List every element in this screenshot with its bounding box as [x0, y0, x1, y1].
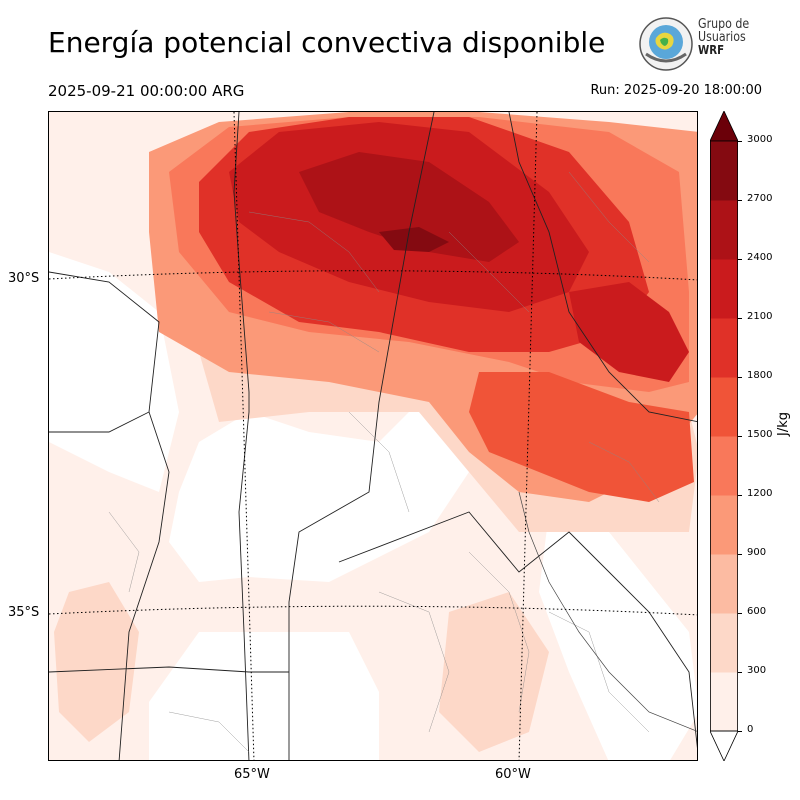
colorbar-tick-mark [738, 200, 742, 201]
colorbar-tick-mark [738, 259, 742, 260]
logo-line-2: Usuarios [698, 30, 746, 45]
colorbar-swatch [710, 436, 738, 496]
colorbar-swatch [710, 672, 738, 732]
colorbar-frame [710, 140, 739, 732]
colorbar-tick-mark [738, 436, 742, 437]
map-title: Energía potencial convectiva disponible [48, 26, 606, 59]
river-parana [518, 491, 697, 732]
colorbar-tick-label: 1200 [747, 488, 773, 499]
cape-low-area-south-center [439, 592, 549, 752]
colorbar-extend-max [709, 110, 739, 142]
department-boundaries [108, 171, 660, 753]
valid-time: 2025-09-21 00:00:00 ARG [48, 82, 245, 100]
colorbar-tick-mark [738, 495, 742, 496]
colorbar-tick-mark [738, 613, 742, 614]
colorbar-swatch [710, 200, 738, 260]
province-boundaries [49, 112, 697, 760]
colorbar [709, 110, 739, 762]
cape-zero-area-south [149, 632, 379, 760]
colorbar-tick-label: 2400 [747, 252, 773, 263]
cape-zero-area-central [169, 402, 469, 582]
cape-max-area [299, 152, 519, 262]
lat-label-30s: 30°S [8, 271, 40, 286]
lat-label-35s: 35°S [8, 605, 40, 620]
colorbar-tick-label: 900 [747, 547, 767, 558]
wrf-logo: Grupo de Usuarios WRF [638, 16, 763, 74]
cape-zero-area-southeast [539, 512, 697, 760]
colorbar-swatch [710, 259, 738, 319]
colorbar-swatch [710, 141, 738, 201]
colorbar-tick-label: 600 [747, 606, 767, 617]
colorbar-swatch [710, 613, 738, 673]
colorbar-swatches [709, 110, 739, 762]
colorbar-tick-mark [738, 731, 742, 732]
colorbar-swatch [710, 554, 738, 614]
colorbar-tick-mark [738, 672, 742, 673]
colorbar-tick-label: 0 [747, 724, 754, 735]
map-canvas [49, 112, 697, 760]
colorbar-tick-mark [738, 554, 742, 555]
colorbar-swatch [710, 318, 738, 378]
colorbar-tick-label: 2100 [747, 311, 773, 322]
colorbar-tick-label: 1800 [747, 370, 773, 381]
colorbar-tick-label: 2700 [747, 193, 773, 204]
cape-high-area-se [469, 372, 694, 502]
run-time: Run: 2025-09-20 18:00:00 [590, 83, 762, 98]
lon-label-65w: 65°W [234, 767, 270, 782]
colorbar-tick-label: 1500 [747, 429, 773, 440]
logo-line-1: Grupo de [698, 17, 750, 32]
graticule [49, 112, 697, 760]
logo-line-3: WRF [698, 43, 725, 57]
colorbar-unit-label: J/kg [776, 412, 791, 436]
cape-low-area-southwest [54, 582, 139, 742]
lon-label-60w: 60°W [495, 767, 531, 782]
colorbar-swatch [710, 495, 738, 555]
colorbar-tick-label: 3000 [747, 134, 773, 145]
colorbar-tick-mark [738, 377, 742, 378]
colorbar-swatch [710, 377, 738, 437]
colorbar-tick-mark [738, 141, 742, 142]
colorbar-tick-mark [738, 318, 742, 319]
colorbar-tick-label: 300 [747, 665, 767, 676]
colorbar-extend-min [709, 730, 739, 762]
cape-map [48, 111, 698, 761]
cape-max-core [379, 227, 449, 252]
globe-emblem-icon [639, 17, 693, 71]
